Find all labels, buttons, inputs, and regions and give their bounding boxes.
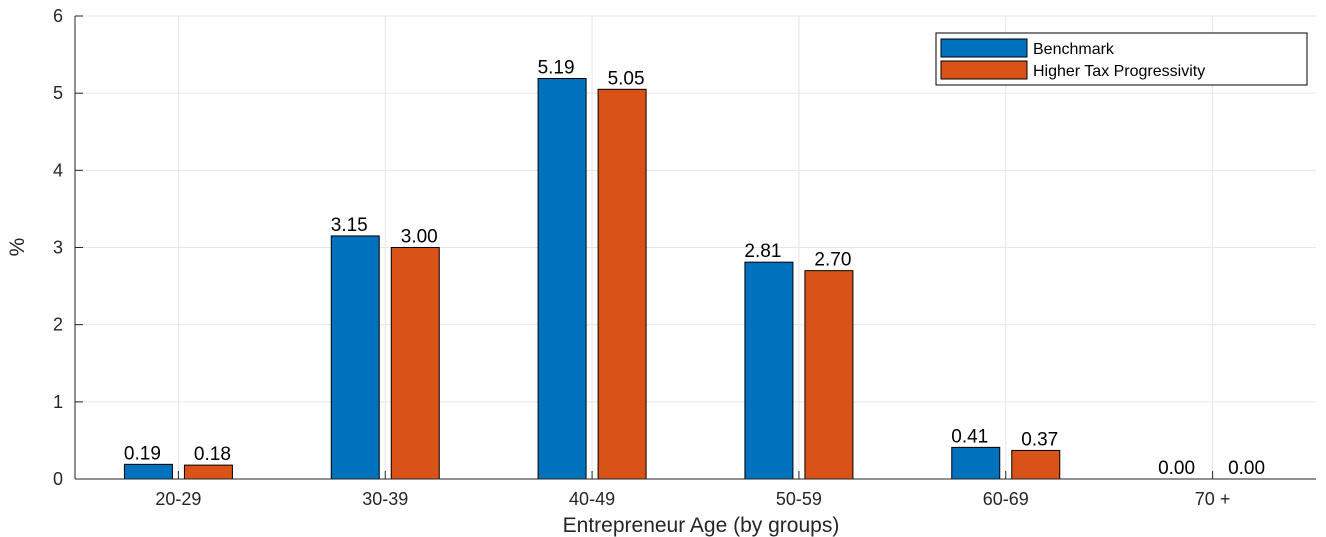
- legend-entry-label: Benchmark: [1033, 41, 1115, 58]
- y-tick-label: 0: [53, 469, 63, 489]
- y-tick-label: 1: [53, 392, 63, 412]
- bar-benchmark-30-39: [330, 235, 380, 480]
- y-tick-label: 4: [53, 160, 63, 180]
- bar-higher-tax-50-59: [804, 270, 854, 480]
- legend-swatch: [940, 38, 1028, 58]
- y-tick-label: 2: [53, 315, 63, 335]
- data-label: 2.70: [814, 250, 851, 271]
- bars: [123, 78, 1061, 480]
- bar-higher-tax-20-29: [183, 464, 233, 480]
- data-label: 5.05: [608, 68, 645, 89]
- data-label: 0.00: [1158, 458, 1195, 479]
- data-label: 0.37: [1021, 429, 1058, 450]
- y-tick-label: 5: [53, 83, 63, 103]
- y-tick-label: 3: [53, 238, 63, 258]
- data-label: 0.00: [1228, 458, 1265, 479]
- data-label: 2.81: [744, 241, 781, 262]
- bar-higher-tax-30-39: [390, 247, 440, 480]
- bar-higher-tax-40-49: [597, 88, 647, 480]
- x-tick-label: 70 +: [1195, 489, 1231, 509]
- data-label: 0.18: [194, 444, 231, 465]
- x-tick-label: 50-59: [776, 489, 822, 509]
- x-tick-label: 20-29: [155, 489, 201, 509]
- bar-higher-tax-60-69: [1011, 449, 1061, 480]
- x-axis-title: Entrepreneur Age (by groups): [563, 514, 840, 537]
- data-label: 3.00: [401, 227, 438, 248]
- tick-labels: 0 1 2 3 4 5 6 20-29 30-39 40-49 50-59 60-69 70 +: [53, 6, 1230, 509]
- data-label: 0.41: [951, 426, 988, 447]
- data-labels: 0.19 3.15 5.19 2.81 0.41 0.00 0.18 3.00 5.05 2.70…: [124, 58, 1265, 479]
- legend-swatch: [940, 60, 1028, 80]
- data-label: 3.15: [331, 215, 368, 236]
- y-axis-title: %: [6, 238, 29, 257]
- bar-benchmark-50-59: [744, 261, 794, 480]
- data-label: 5.19: [538, 58, 575, 79]
- legend-entry-label: Higher Tax Progressivity: [1033, 63, 1205, 80]
- legend: Benchmark Higher Tax Progressivity: [935, 32, 1308, 86]
- x-tick-label: 30-39: [362, 489, 408, 509]
- x-tick-label: 40-49: [569, 489, 615, 509]
- bar-benchmark-60-69: [951, 446, 1001, 480]
- grid-lines: [75, 15, 1316, 480]
- data-label: 0.19: [124, 443, 161, 464]
- x-tick-label: 60-69: [983, 489, 1029, 509]
- bar-benchmark-20-29: [123, 463, 173, 480]
- axes: [74, 15, 1316, 480]
- y-tick-label: 6: [53, 6, 63, 26]
- bar-benchmark-40-49: [537, 78, 587, 480]
